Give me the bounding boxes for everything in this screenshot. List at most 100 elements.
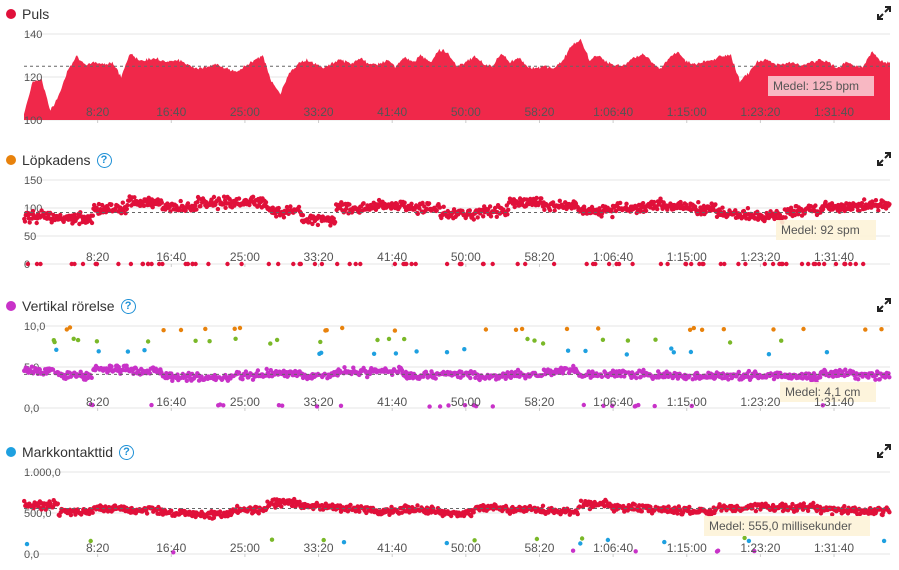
data-point [38,261,43,267]
data-point [88,538,93,544]
help-icon[interactable]: ? [96,152,112,168]
data-point [386,336,392,342]
data-point [73,512,78,517]
x-tick-label: 16:40 [156,541,186,555]
data-point [402,200,407,205]
data-point [159,200,164,205]
panel-vertikal-header: Vertikal rörelse ? [6,296,136,316]
data-point [813,203,818,208]
data-point [886,371,891,376]
data-point [319,350,324,355]
data-point [160,261,165,267]
data-point [532,338,537,343]
expand-icon[interactable] [877,444,891,458]
x-tick-label: 58:20 [524,395,554,409]
data-point [467,208,472,213]
data-point [24,541,30,547]
data-point [427,404,432,409]
data-point [669,346,674,351]
expand-icon[interactable] [877,298,891,312]
data-point [683,261,689,267]
data-point [340,325,345,331]
data-point [581,402,586,408]
data-point [697,261,702,267]
data-point [292,496,297,502]
data-point [665,207,670,212]
data-point [31,505,36,511]
data-point [640,201,646,206]
data-point [624,352,629,357]
data-point [319,261,325,267]
data-point [52,339,57,345]
panel-puls-header: Puls [6,4,49,24]
x-tick-label: 1:31:40 [814,105,854,119]
data-point [675,511,680,516]
data-point [805,508,811,513]
help-icon[interactable]: ? [119,444,135,460]
data-point [458,261,463,267]
data-point [842,504,847,509]
data-point [551,261,557,267]
average-label: Medel: 555,0 millisekunder [709,519,852,533]
data-point [801,501,806,506]
data-point [358,261,363,267]
data-point [471,510,476,515]
data-point [263,200,269,205]
x-tick-label: 1:31:40 [814,395,854,409]
data-point [221,403,226,408]
data-point [523,261,528,267]
data-point [276,403,282,408]
data-point [801,326,806,332]
data-point [141,203,147,208]
data-point [822,261,827,267]
data-point [300,213,306,218]
data-point [90,510,95,515]
data-point [766,352,772,357]
data-point [420,200,425,206]
data-point [415,503,420,508]
expand-icon[interactable] [877,6,891,20]
data-point [190,261,195,267]
data-point [266,261,271,267]
data-point [462,347,467,352]
x-tick-label: 1:15:00 [667,541,707,555]
data-point [865,205,871,210]
data-point [437,205,443,210]
puls-dot [6,9,16,19]
data-point [784,261,789,267]
help-icon[interactable]: ? [120,298,136,314]
data-point [140,261,145,267]
data-point [90,213,96,218]
data-point [433,376,438,381]
data-point [34,261,40,267]
data-point [93,261,98,267]
data-point [165,201,170,206]
data-point [280,403,285,408]
data-point [62,372,67,378]
data-point [622,374,627,379]
panel-puls: Puls Medel: 125 bpm 140 120 100 8:20 16:40 25:… [0,4,899,124]
x-tick-label: 1:23:20 [740,541,780,555]
data-point [753,508,759,514]
data-point [298,261,303,267]
data-point [475,215,480,220]
markkontakt-dot [6,447,16,457]
data-point [371,351,377,356]
data-point [61,219,66,224]
data-point [256,511,261,516]
expand-icon[interactable] [877,152,891,166]
data-point [128,261,134,267]
data-point [540,503,546,508]
data-point [745,206,751,211]
data-point [887,202,892,207]
data-point [417,206,422,211]
data-point [193,338,198,343]
data-point [490,261,495,267]
data-point [547,208,553,213]
data-point [856,377,861,382]
data-point [426,201,432,206]
data-point [752,548,757,554]
data-point [54,347,59,352]
y-tick-label: 140 [24,29,42,41]
